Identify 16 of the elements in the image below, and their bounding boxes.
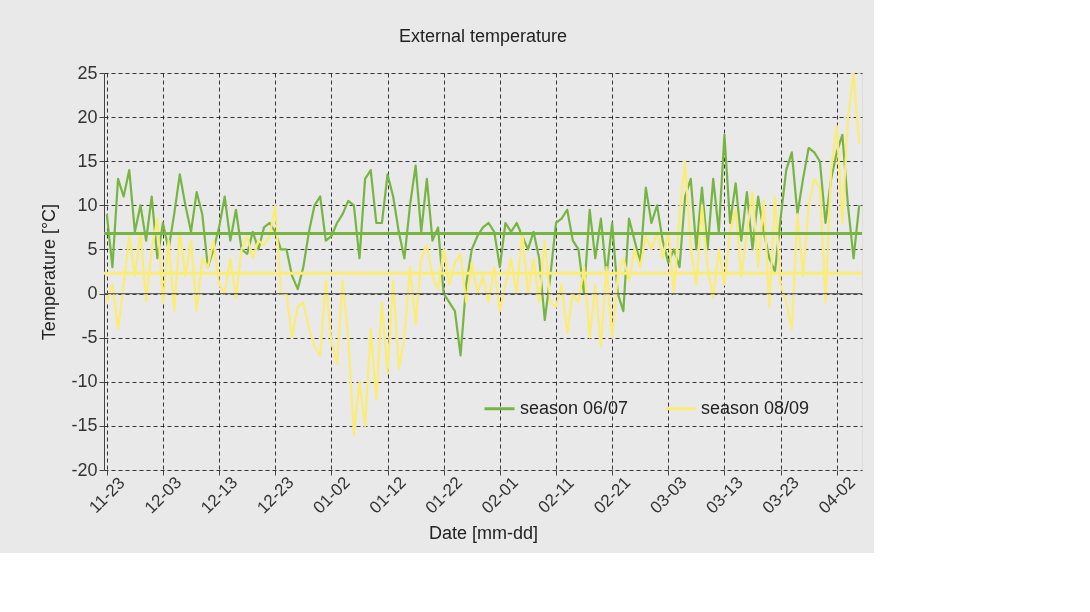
y-tick-label: 15 bbox=[77, 150, 98, 171]
y-tick-label: 25 bbox=[77, 62, 98, 83]
x-axis-title: Date [mm-dd] bbox=[428, 522, 539, 543]
y-tick-label: -10 bbox=[71, 371, 98, 392]
y-tick-label: 10 bbox=[77, 194, 98, 215]
y-tick-label: -20 bbox=[71, 459, 98, 480]
y-tick-label: 0 bbox=[87, 283, 98, 304]
line-series bbox=[105, 133, 861, 357]
chart-title: External temperature bbox=[398, 26, 568, 46]
y-tick-label: 20 bbox=[77, 106, 98, 127]
y-axis-title: Temperature [°C] bbox=[39, 203, 60, 341]
y-tick-label: -15 bbox=[71, 415, 98, 436]
y-tick-label: -5 bbox=[81, 327, 98, 348]
legend-label: season 06/07 bbox=[520, 397, 629, 418]
legend-label: season 08/09 bbox=[701, 397, 810, 418]
y-tick-label: 5 bbox=[87, 238, 98, 259]
